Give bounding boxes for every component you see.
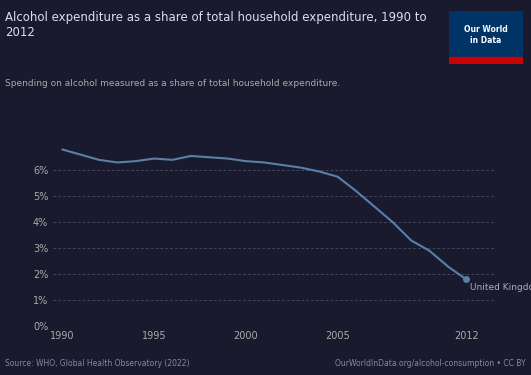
Text: Source: WHO, Global Health Observatory (2022): Source: WHO, Global Health Observatory (… [5,358,190,368]
Text: OurWorldInData.org/alcohol-consumption • CC BY: OurWorldInData.org/alcohol-consumption •… [335,358,526,368]
Text: Our World: Our World [464,25,508,34]
Bar [449,57,523,64]
Text: Alcohol expenditure as a share of total household expenditure, 1990 to
2012: Alcohol expenditure as a share of total … [5,11,427,39]
Text: in Data: in Data [470,36,501,45]
Text: Spending on alcohol measured as a share of total household expenditure.: Spending on alcohol measured as a share … [5,79,340,88]
Text: United Kingdom: United Kingdom [470,284,531,292]
